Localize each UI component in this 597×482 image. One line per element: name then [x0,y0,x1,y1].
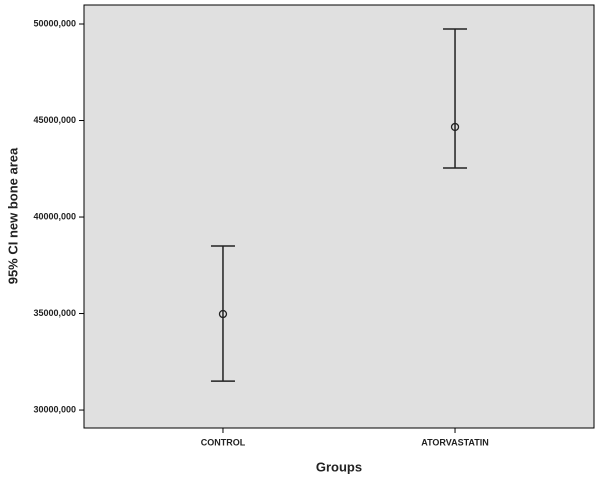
x-tick-label: CONTROL [201,437,246,447]
y-tick-label: 50000,000 [33,18,76,28]
y-tick-label: 30000,000 [33,404,76,414]
y-tick-label: 40000,000 [33,211,76,221]
y-tick-label: 45000,000 [33,115,76,125]
mean-point [450,122,460,132]
mean-point [218,309,228,319]
y-axis-title: 95% CI new bone area [5,147,20,284]
x-axis-title: Groups [316,459,362,474]
x-tick-label: ATORVASTATIN [421,437,489,447]
y-tick-label: 35000,000 [33,308,76,318]
plot-area [83,4,595,429]
